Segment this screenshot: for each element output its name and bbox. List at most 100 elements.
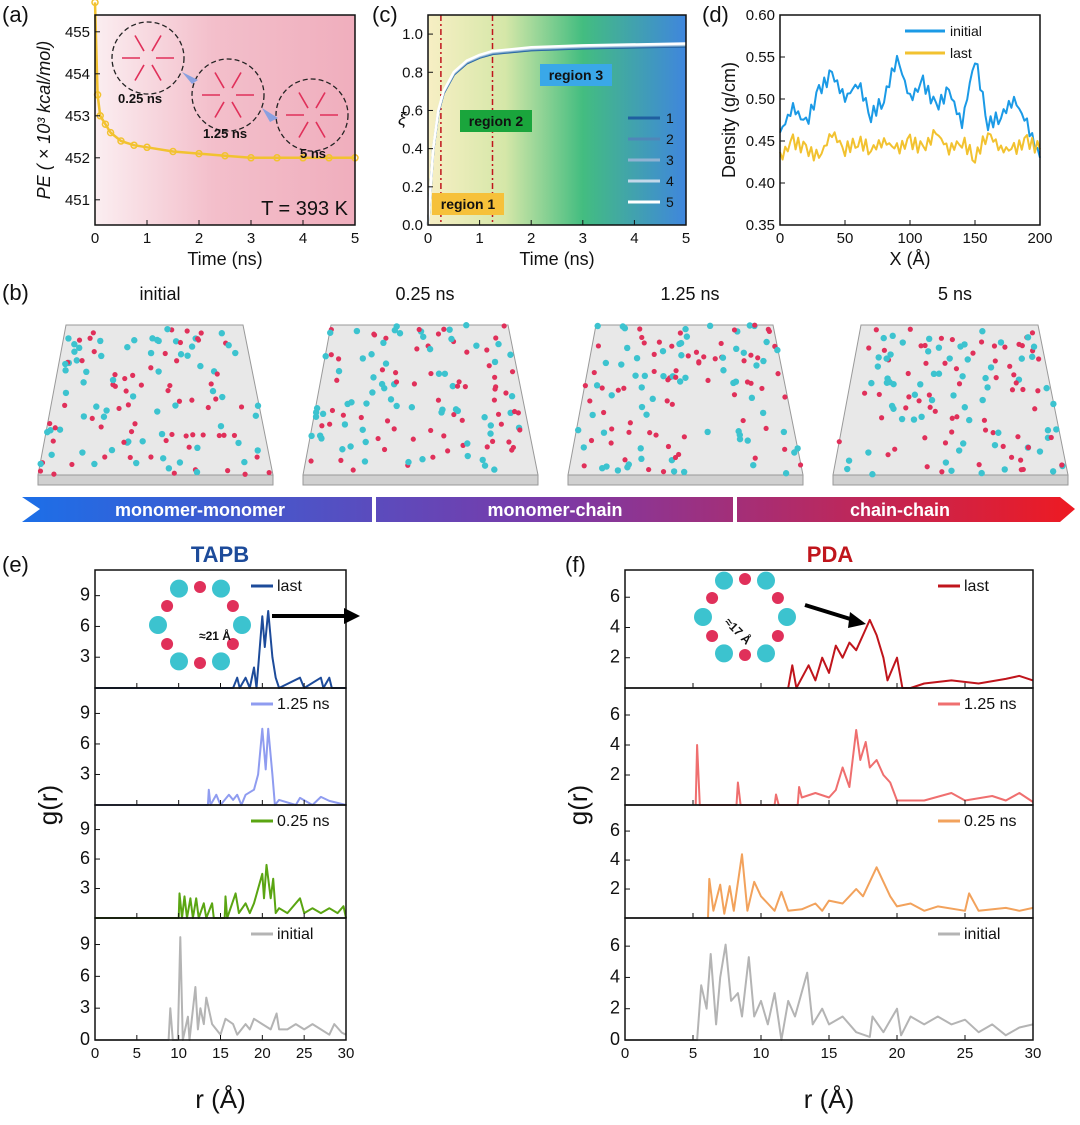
molecule [172, 402, 179, 409]
pda-node [771, 630, 784, 642]
legend-label: 1.25 ns [277, 696, 329, 713]
molecule [347, 443, 354, 450]
molecule [782, 446, 788, 452]
molecule [464, 349, 470, 355]
molecule [665, 443, 672, 450]
y-tick-label: 0.50 [746, 91, 775, 108]
molecule [780, 428, 788, 436]
molecule [80, 379, 87, 386]
molecule [459, 417, 465, 423]
molecule [62, 402, 68, 408]
molecule [763, 338, 770, 346]
molecule [1002, 344, 1008, 350]
molecule [503, 390, 509, 396]
molecule [618, 361, 625, 368]
molecule [589, 411, 596, 419]
molecule [732, 378, 740, 385]
y-tick-label: 0 [80, 1029, 90, 1049]
molecule [225, 468, 231, 474]
molecule [627, 420, 633, 426]
molecule [369, 389, 376, 396]
x-tick-label: 15 [212, 1045, 229, 1062]
molecule [165, 465, 173, 472]
region-badge [460, 110, 532, 132]
tapb-node [757, 644, 775, 663]
molecule [869, 471, 876, 478]
region-label: region 1 [441, 196, 496, 212]
molecule [363, 400, 370, 407]
molecule [961, 404, 968, 411]
network-bond [214, 101, 225, 118]
molecule [750, 461, 757, 469]
molecule [69, 461, 75, 468]
molecule [83, 368, 90, 376]
y-axis-label: g(r) [33, 785, 63, 825]
molecule [221, 432, 227, 438]
molecule [678, 352, 685, 359]
molecule [669, 401, 675, 407]
molecule [216, 432, 222, 439]
molecule [489, 438, 496, 444]
tapb-node [757, 571, 775, 590]
molecule [493, 335, 499, 341]
molecule [591, 369, 597, 376]
molecule [162, 350, 168, 357]
molecule [966, 416, 973, 424]
molecule [517, 427, 523, 433]
molecule [647, 430, 653, 436]
molecule [759, 385, 765, 392]
molecule [916, 398, 922, 404]
pe-point [130, 141, 138, 149]
molecule [705, 377, 711, 384]
molecule [873, 327, 879, 333]
molecule [608, 392, 615, 399]
molecule [639, 334, 645, 341]
gr-e-1.25ns [95, 727, 347, 806]
molecule [189, 397, 195, 403]
molecule [153, 336, 161, 344]
molecule [660, 469, 667, 475]
legend-label: initial [950, 23, 982, 39]
molecule [836, 439, 842, 445]
inset-label-pda: ≈17 Å [722, 614, 755, 647]
y-tick-label: 4 [610, 734, 620, 754]
molecule [76, 344, 83, 352]
snapshot-edge [37, 474, 274, 486]
axes-frame-a [94, 14, 356, 226]
molecule [167, 382, 173, 389]
tapb-node [170, 579, 188, 598]
molecule [1028, 353, 1036, 360]
x-tick-label: 25 [296, 1045, 313, 1062]
gr-f-last [787, 618, 1034, 689]
molecule [956, 381, 963, 387]
molecule [131, 337, 138, 344]
molecule [37, 468, 44, 474]
molecule [139, 438, 146, 445]
molecule [719, 354, 727, 361]
molecule [98, 424, 104, 430]
molecule [950, 392, 957, 399]
molecule [918, 413, 925, 421]
x-tick-label: 3 [247, 230, 255, 247]
molecule [486, 363, 492, 369]
molecule [138, 382, 144, 388]
x-tick-label: 30 [338, 1045, 355, 1062]
molecule [593, 382, 601, 389]
molecule [37, 460, 44, 468]
molecule [748, 394, 756, 402]
molecule [1009, 387, 1016, 393]
y-tick-label: 0.4 [402, 141, 423, 158]
density-initial [779, 54, 1041, 159]
molecule [193, 468, 201, 476]
pda-node [194, 581, 206, 593]
y-tick-label: 454 [65, 66, 90, 83]
stage-label: monomer-chain [487, 500, 622, 520]
molecule [484, 444, 490, 450]
snapshot-inset-circle [275, 78, 349, 152]
molecule [898, 415, 906, 423]
molecule [926, 392, 932, 398]
molecule [964, 356, 971, 363]
molecule [866, 345, 872, 351]
molecule [435, 397, 442, 403]
panel-label-b: (b) [2, 280, 29, 305]
